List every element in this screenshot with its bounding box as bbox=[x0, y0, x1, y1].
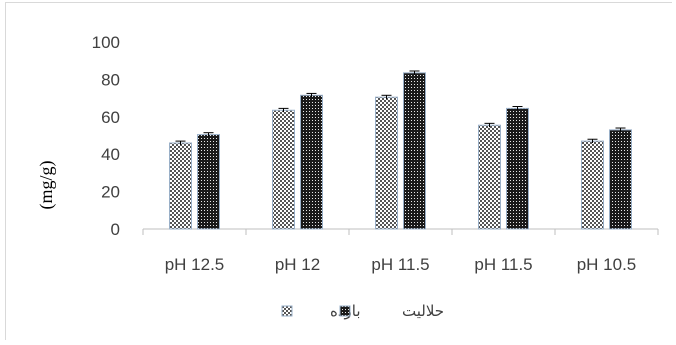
bar-series2 bbox=[506, 107, 529, 230]
bar-series2 bbox=[300, 94, 323, 230]
error-bar bbox=[512, 106, 523, 111]
bar-series1 bbox=[272, 109, 295, 230]
chart-frame bbox=[5, 2, 672, 340]
y-axis-ticks: 0 20 40 60 80 100 bbox=[92, 33, 120, 239]
x-category-label: pH 12 bbox=[275, 255, 320, 274]
error-bar bbox=[587, 138, 598, 143]
y-tick-label: 40 bbox=[101, 145, 120, 164]
y-tick-label: 100 bbox=[92, 33, 120, 52]
legend-swatch bbox=[339, 305, 351, 317]
bar-series1 bbox=[478, 124, 501, 230]
error-bar bbox=[203, 132, 214, 137]
legend-swatch bbox=[281, 305, 293, 317]
bar-series1 bbox=[581, 140, 604, 230]
y-tick-label: 0 bbox=[111, 220, 120, 239]
y-tick-label: 60 bbox=[101, 108, 120, 127]
legend-item: حلالیت bbox=[339, 302, 444, 320]
x-category-label: pH 11.5 bbox=[371, 255, 429, 274]
error-bar bbox=[278, 107, 289, 113]
error-bar bbox=[409, 70, 420, 75]
x-axis-labels: pH 12.5 pH 12 pH 11.5 pH 11.5 pH 10.5 bbox=[165, 255, 637, 274]
x-category-label: pH 12.5 bbox=[165, 255, 225, 274]
bars bbox=[169, 70, 632, 230]
error-bar bbox=[306, 92, 317, 98]
error-bar bbox=[615, 127, 626, 132]
error-bar bbox=[484, 122, 495, 128]
bar-series2 bbox=[609, 129, 632, 230]
legend-label: حلالیت bbox=[402, 302, 444, 320]
bar-series2 bbox=[197, 134, 220, 230]
x-axis bbox=[142, 228, 659, 235]
bar-series2 bbox=[403, 72, 426, 230]
y-tick-label: 80 bbox=[101, 70, 120, 89]
legend: بازدهحلالیت bbox=[281, 302, 444, 320]
error-bar bbox=[381, 94, 392, 100]
y-tick-label: 20 bbox=[101, 183, 120, 202]
bar-series1 bbox=[169, 142, 192, 230]
y-axis-label: (mg/g) bbox=[36, 161, 57, 210]
x-category-label: pH 11.5 bbox=[474, 255, 532, 274]
bar-series1 bbox=[375, 96, 398, 230]
x-category-label: pH 10.5 bbox=[577, 255, 637, 274]
error-bar bbox=[175, 140, 186, 145]
